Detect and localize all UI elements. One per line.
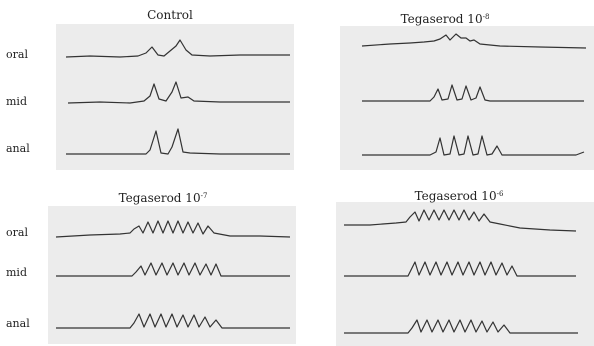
- panel-title-tegaserod-1e-6: Tegaserod 10-6: [414, 187, 504, 203]
- panel-tegaserod-1e-7: [48, 206, 296, 344]
- title-exponent: -7: [200, 192, 208, 200]
- row-label-anal: anal: [6, 142, 30, 155]
- panel-control: [56, 24, 294, 170]
- title-exponent: -8: [482, 13, 490, 21]
- panel-title-tegaserod-1e-8: Tegaserod 10-8: [400, 10, 490, 26]
- row-label-mid: mid: [6, 266, 27, 279]
- title-text: Tegaserod 10: [400, 12, 483, 26]
- row-label-oral: oral: [6, 226, 28, 239]
- row-label-mid: mid: [6, 95, 27, 108]
- panel-tegaserod-1e-6: [336, 202, 594, 346]
- title-text: Control: [147, 8, 193, 22]
- panel-title-control: Control: [140, 8, 200, 22]
- title-exponent: -6: [496, 190, 504, 198]
- title-text: Tegaserod 10: [118, 191, 201, 205]
- panel-title-tegaserod-1e-7: Tegaserod 10-7: [118, 189, 208, 205]
- row-label-anal: anal: [6, 317, 30, 330]
- row-label-oral: oral: [6, 48, 28, 61]
- title-text: Tegaserod 10: [414, 189, 497, 203]
- panel-tegaserod-1e-8: [340, 26, 594, 170]
